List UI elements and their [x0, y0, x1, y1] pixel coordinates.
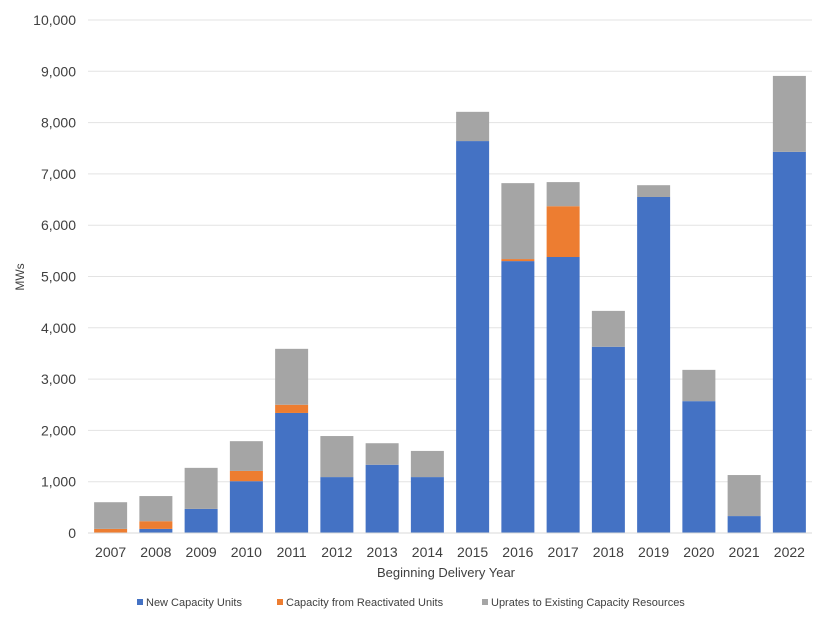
legend-swatch	[482, 599, 488, 605]
x-tick-label: 2016	[502, 544, 533, 560]
bar-segment	[591, 310, 625, 347]
bar-segment	[365, 443, 399, 465]
bar-segment	[727, 516, 761, 533]
x-tick-label: 2020	[683, 544, 714, 560]
bar-segment	[546, 182, 580, 207]
x-tick-label: 2019	[638, 544, 669, 560]
bar-segment	[682, 369, 716, 402]
y-tick-label: 7,000	[41, 166, 76, 182]
bars	[94, 75, 806, 534]
x-axis-label: Beginning Delivery Year	[377, 565, 516, 580]
legend-item: Uprates to Existing Capacity Resources	[482, 597, 685, 609]
bar-segment	[501, 261, 535, 533]
bar-segment	[546, 206, 580, 258]
y-tick-label: 0	[68, 525, 76, 541]
bar-segment	[772, 75, 806, 152]
x-tick-label: 2014	[412, 544, 443, 560]
y-tick-label: 9,000	[41, 63, 76, 79]
bar-segment	[591, 346, 625, 533]
bar-segment	[184, 508, 218, 533]
bar-segment	[456, 141, 490, 533]
y-tick-label: 6,000	[41, 217, 76, 233]
bar-segment	[229, 441, 263, 471]
y-tick-label: 4,000	[41, 320, 76, 336]
x-tick-label: 2021	[729, 544, 760, 560]
x-tick-label: 2008	[140, 544, 171, 560]
y-tick-label: 5,000	[41, 269, 76, 285]
bar-segment	[320, 477, 354, 533]
bar-segment	[275, 412, 309, 533]
bar-segment	[410, 477, 444, 533]
bar-segment	[546, 257, 580, 533]
bar-segment	[275, 348, 309, 405]
bar-segment	[727, 475, 761, 517]
legend-swatch	[137, 599, 143, 605]
bar-segment	[456, 111, 490, 142]
bar-segment	[637, 185, 671, 197]
x-tick-label: 2010	[231, 544, 262, 560]
x-tick-label: 2011	[277, 544, 307, 560]
legend-item: New Capacity Units	[137, 597, 242, 609]
y-axis-ticks: 0 1,000 2,000 3,000 4,000 5,000 6,000 7,000 8,00…	[33, 12, 76, 541]
legend-label: New Capacity Units	[146, 597, 242, 609]
y-tick-label: 1,000	[41, 474, 76, 490]
x-tick-label: 2017	[548, 544, 579, 560]
x-tick-label: 2018	[593, 544, 624, 560]
bar-segment	[94, 528, 128, 533]
y-tick-label: 8,000	[41, 115, 76, 131]
bar-segment	[139, 496, 173, 522]
gridlines	[88, 19, 812, 483]
legend-swatch	[277, 599, 283, 605]
x-tick-label: 2012	[321, 544, 352, 560]
bar-segment	[320, 436, 354, 478]
y-tick-label: 2,000	[41, 422, 76, 438]
bar-segment	[139, 528, 173, 533]
x-tick-label: 2009	[186, 544, 217, 560]
bar-segment	[139, 521, 173, 529]
bar-segment	[229, 470, 263, 482]
x-axis-ticks: 2007 2008 2009 2010 2011 2012 2013 2014 2015 2016…	[95, 544, 805, 560]
bar-segment	[501, 183, 535, 260]
bar-segment	[184, 467, 218, 509]
legend-label: Uprates to Existing Capacity Resources	[491, 597, 685, 609]
y-tick-label: 3,000	[41, 371, 76, 387]
bar-segment	[682, 401, 716, 533]
y-axis-label: MWs	[13, 263, 27, 290]
legend-item: Capacity from Reactivated Units	[277, 597, 444, 609]
bar-segment	[275, 404, 309, 413]
x-tick-label: 2015	[457, 544, 488, 560]
x-tick-label: 2013	[367, 544, 398, 560]
bar-segment	[637, 196, 671, 534]
y-tick-label: 10,000	[33, 12, 76, 28]
bar-segment	[772, 151, 806, 533]
bar-segment	[229, 481, 263, 533]
bar-segment	[501, 259, 535, 262]
bar-segment	[94, 502, 128, 529]
x-tick-label: 2007	[95, 544, 126, 560]
x-tick-label: 2022	[774, 544, 805, 560]
legend-label: Capacity from Reactivated Units	[286, 597, 444, 609]
bar-segment	[365, 464, 399, 533]
bar-segment	[410, 450, 444, 478]
legend: New Capacity Units Capacity from Reactiva…	[137, 597, 685, 609]
